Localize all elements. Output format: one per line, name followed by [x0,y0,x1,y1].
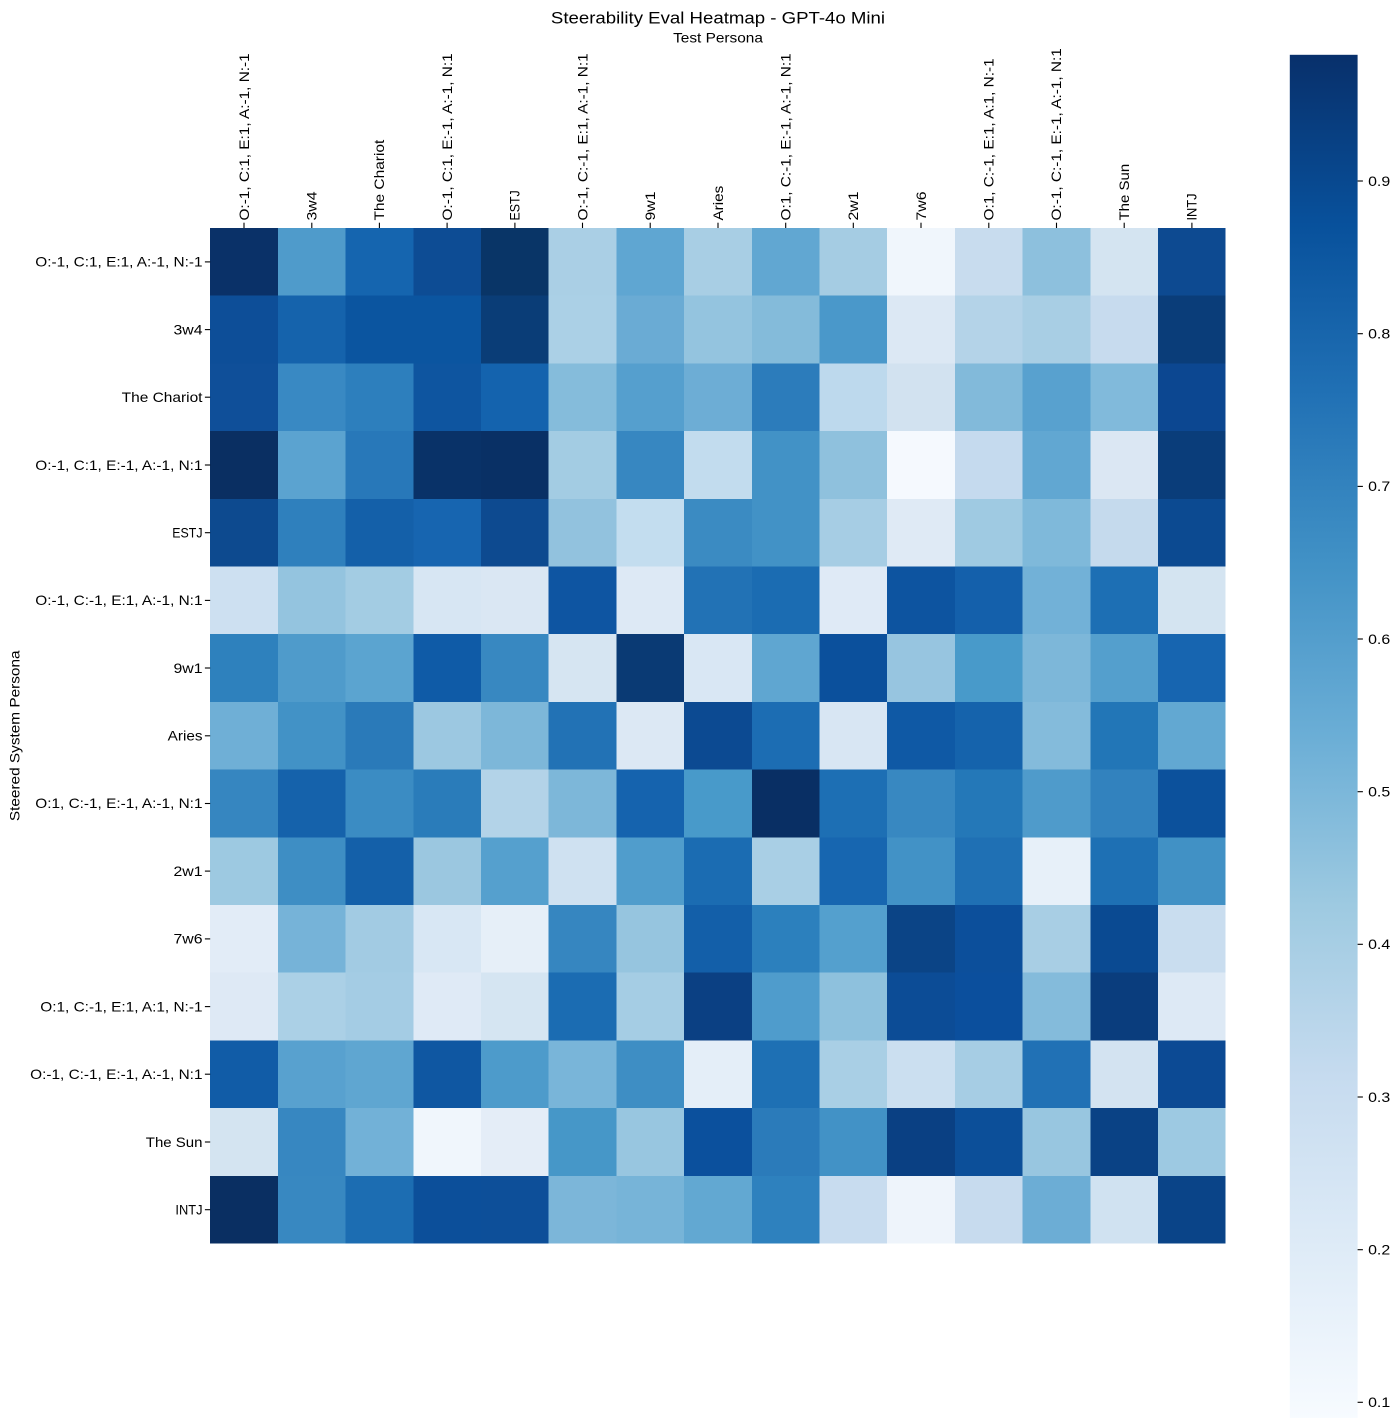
svg-text:0.3: 0.3 [1368,1089,1390,1105]
svg-text:O:-1, C:-1, E:-1, A:-1, N:1: O:-1, C:-1, E:-1, A:-1, N:1 [1048,48,1064,221]
svg-text:O:-1, C:1, E:-1, A:-1, N:1: O:-1, C:1, E:-1, A:-1, N:1 [35,457,202,473]
svg-text:The Sun: The Sun [146,1134,203,1150]
svg-text:ESTJ: ESTJ [172,525,202,541]
svg-text:0.1: 0.1 [1368,1394,1390,1410]
svg-text:0.8: 0.8 [1368,326,1390,342]
svg-text:0.2: 0.2 [1368,1242,1390,1258]
svg-text:3w4: 3w4 [174,321,203,337]
svg-text:O:-1, C:1, E:1, A:-1, N:-1: O:-1, C:1, E:1, A:-1, N:-1 [236,53,252,220]
svg-text:0.7: 0.7 [1368,478,1390,494]
svg-text:O:-1, C:-1, E:-1, A:-1, N:1: O:-1, C:-1, E:-1, A:-1, N:1 [30,1066,203,1082]
svg-text:Steered System Persona: Steered System Persona [7,650,23,821]
svg-text:3w4: 3w4 [304,191,320,220]
svg-text:0.5: 0.5 [1368,784,1390,800]
svg-text:O:-1, C:-1, E:1, A:-1, N:1: O:-1, C:-1, E:1, A:-1, N:1 [35,592,202,608]
svg-text:O:1, C:-1, E:1, A:1, N:-1: O:1, C:-1, E:1, A:1, N:-1 [40,998,202,1014]
svg-text:Steerability Eval Heatmap - GP: Steerability Eval Heatmap - GPT-4o Mini [551,9,885,28]
svg-text:INTJ: INTJ [175,1202,202,1218]
svg-text:7w6: 7w6 [174,931,203,947]
svg-text:Aries: Aries [710,186,726,221]
svg-text:O:1, C:-1, E:1, A:1, N:-1: O:1, C:-1, E:1, A:1, N:-1 [981,58,997,220]
svg-text:2w1: 2w1 [174,863,203,879]
svg-text:9w1: 9w1 [174,660,203,676]
svg-text:INTJ: INTJ [1184,193,1200,220]
svg-text:The Chariot: The Chariot [122,389,203,405]
svg-text:O:-1, C:1, E:1, A:-1, N:-1: O:-1, C:1, E:1, A:-1, N:-1 [35,254,202,270]
svg-text:9w1: 9w1 [642,191,658,220]
svg-text:O:1, C:-1, E:-1, A:-1, N:1: O:1, C:-1, E:-1, A:-1, N:1 [778,53,794,220]
svg-text:7w6: 7w6 [913,191,929,220]
svg-text:O:-1, C:-1, E:1, A:-1, N:1: O:-1, C:-1, E:1, A:-1, N:1 [574,53,590,220]
svg-text:Test Persona: Test Persona [673,30,763,46]
svg-text:O:-1, C:1, E:-1, A:-1, N:1: O:-1, C:1, E:-1, A:-1, N:1 [439,53,455,220]
svg-text:Aries: Aries [168,728,203,744]
svg-text:0.4: 0.4 [1368,936,1390,952]
svg-text:2w1: 2w1 [845,191,861,220]
svg-text:O:1, C:-1, E:-1, A:-1, N:1: O:1, C:-1, E:-1, A:-1, N:1 [35,795,202,811]
svg-text:The Sun: The Sun [1116,164,1132,221]
svg-text:The Chariot: The Chariot [371,140,387,221]
svg-text:0.6: 0.6 [1368,631,1390,647]
svg-text:ESTJ: ESTJ [507,190,523,220]
svg-text:0.9: 0.9 [1368,173,1390,189]
